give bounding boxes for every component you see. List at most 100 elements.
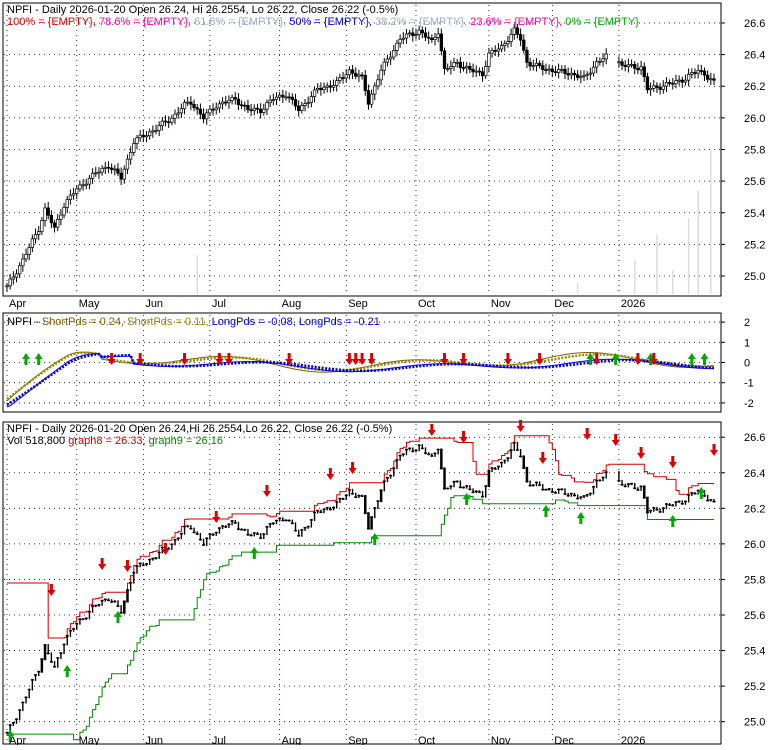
candle-body <box>100 168 104 173</box>
candle-body <box>125 158 130 170</box>
candle-body <box>677 79 681 82</box>
candle-body <box>423 32 428 38</box>
candle-body <box>525 49 529 63</box>
candle-body <box>496 48 501 52</box>
candle-body <box>430 37 434 40</box>
candle-body <box>24 254 28 260</box>
candle-body <box>151 130 155 133</box>
candle-body <box>699 70 703 72</box>
candle-body <box>455 61 459 64</box>
y-tick-label: -2 <box>744 398 754 410</box>
y-tick-label: 25.6 <box>744 176 765 188</box>
candle-body <box>563 68 567 74</box>
candle-body <box>582 74 586 77</box>
y-tick-label: 2 <box>744 317 750 329</box>
y-tick-label: 26.0 <box>744 539 765 551</box>
y-tick-label: 25.8 <box>744 145 765 157</box>
candle-body <box>534 62 539 67</box>
candle-body <box>620 61 624 66</box>
candle-body <box>503 43 507 46</box>
buy-arrow <box>586 353 595 365</box>
candle-body <box>132 143 136 153</box>
channel-panel-title: NPFI - Daily 2026-01-20 Open 26.24,Hi 26… <box>7 423 392 435</box>
candle-body <box>94 172 98 175</box>
candle-body <box>30 238 35 248</box>
candle-body <box>636 68 640 71</box>
price-panel: 26.6 26.4 26.2 26.0 25.8 25.6 25.4 25.2 25.0 Apr… <box>2 2 765 310</box>
y-tick-label: 0 <box>744 358 750 370</box>
candle-body <box>246 105 250 111</box>
candle-body <box>702 70 707 76</box>
x-tick-label: Apr <box>9 735 26 745</box>
legend-graph9: graph9 = 26.16 <box>149 435 223 447</box>
candle-body <box>623 64 627 68</box>
buy-arrow <box>541 505 550 517</box>
candle-body <box>344 74 348 79</box>
sell-arrow <box>710 444 718 456</box>
candle-body <box>376 79 380 87</box>
buy-arrow <box>700 353 709 365</box>
candle-body <box>547 68 551 71</box>
candle-body <box>706 74 710 80</box>
candle-body <box>230 97 234 101</box>
sell-arrow <box>47 584 56 596</box>
candle-body <box>75 188 79 194</box>
x-tick-label: Aug <box>282 298 302 310</box>
fib-legend-item: 50% = {EMPTY}, <box>286 16 372 28</box>
candle-body <box>148 131 152 137</box>
sell-arrow <box>326 468 335 480</box>
fib-legend: 100% = {EMPTY}, 78.6% = {EMPTY}, 61.8% =… <box>7 16 639 28</box>
candle-body <box>350 69 355 74</box>
candle-body <box>667 82 672 84</box>
indicator-title-prefix: NPFI - <box>7 316 42 328</box>
series-label-shortpds-2: ShortPds = 0.11, <box>127 316 208 328</box>
candle-body <box>683 79 688 83</box>
candle-body <box>417 29 421 35</box>
candle-body <box>303 103 307 106</box>
candle-body <box>109 167 114 170</box>
candle-body <box>170 117 174 123</box>
candle-body <box>712 78 716 81</box>
candle-body <box>427 36 431 39</box>
candle-body <box>306 102 310 104</box>
candle-body <box>141 134 145 138</box>
y-tick-label: 25.0 <box>744 271 765 283</box>
candle-body <box>157 125 161 131</box>
candle-body <box>617 61 621 64</box>
candle-body <box>252 107 256 111</box>
candle-body <box>446 68 450 70</box>
candle-body <box>249 109 253 112</box>
x-tick-label: Nov <box>491 298 511 310</box>
candle-body <box>119 172 123 180</box>
buy-arrow <box>370 533 379 545</box>
candle-body <box>338 77 342 81</box>
candle-body <box>182 102 187 110</box>
candle-body <box>452 62 456 67</box>
candle-body <box>576 74 580 78</box>
y-tick-label: 25.4 <box>744 208 765 220</box>
candle-body <box>154 130 158 132</box>
candle-body <box>487 52 491 67</box>
candle-body <box>116 168 120 174</box>
buy-arrow <box>611 353 620 365</box>
candle-body <box>626 64 631 68</box>
x-tick-label: Jul <box>212 298 226 310</box>
candle-body <box>639 66 643 71</box>
candle-body <box>414 34 418 36</box>
sell-arrow <box>98 558 107 570</box>
candle-body <box>595 61 599 68</box>
candle-body <box>103 166 107 169</box>
candle-body <box>128 152 133 160</box>
buy-arrow <box>6 730 15 742</box>
candle-body <box>411 32 415 36</box>
sell-arrow <box>161 543 170 555</box>
candle-body <box>629 64 634 66</box>
x-tick-label: Oct <box>418 735 435 745</box>
candle-body <box>341 77 345 80</box>
candle-body <box>186 101 190 104</box>
candle-body <box>135 137 139 144</box>
indicator-legend: NPFI - ShortPds = 0.24, ShortPds = 0.11,… <box>7 316 380 328</box>
indicator-panel: 2 1 0 -1 -2 NPFI - ShortPds = 0.24, ShortPds… <box>2 312 754 413</box>
candle-body <box>319 88 323 91</box>
